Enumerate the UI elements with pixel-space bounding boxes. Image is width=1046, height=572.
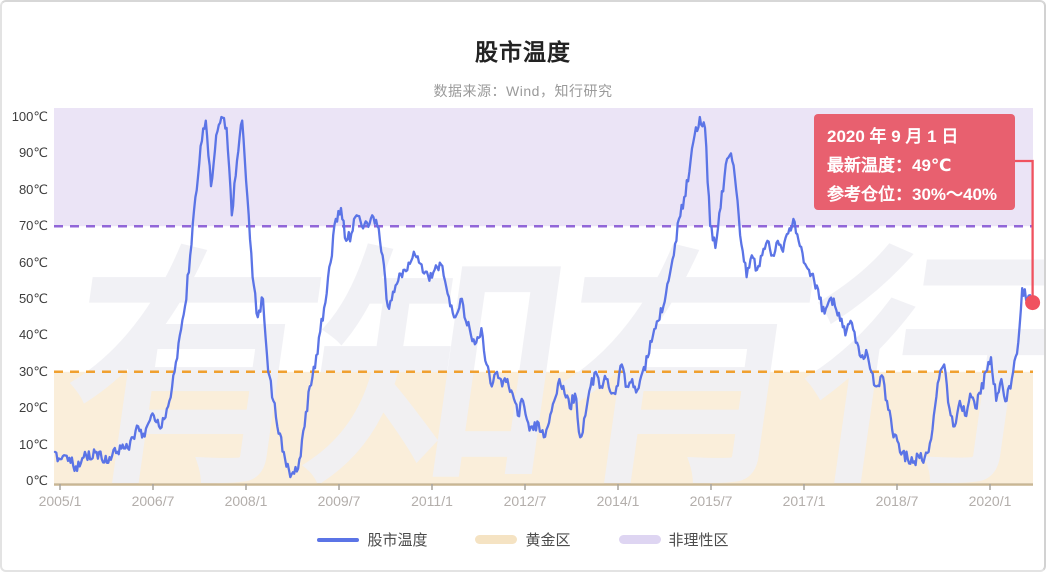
golden-zone-band xyxy=(54,371,1033,483)
legend: 股市温度 黄金区 非理性区 xyxy=(2,529,1044,550)
y-axis-label: 60℃ xyxy=(18,254,48,270)
legend-item-irrational-zone[interactable]: 非理性区 xyxy=(618,529,729,550)
temperature-line xyxy=(53,115,1034,479)
y-axis-label: 70℃ xyxy=(18,218,48,234)
y-axis-label: 10℃ xyxy=(18,436,48,452)
legend-label: 股市温度 xyxy=(367,532,428,549)
x-axis-label: 2014/1 xyxy=(596,493,640,509)
x-axis-label: 2020/1 xyxy=(968,493,1012,509)
tooltip-temperature: 最新温度：49℃ xyxy=(827,156,952,175)
legend-marker-irrational-zone xyxy=(618,535,661,544)
x-axis-label: 2018/7 xyxy=(875,493,919,509)
legend-item-golden-zone[interactable]: 黄金区 xyxy=(475,529,571,550)
legend-item-market-temperature[interactable]: 股市温度 xyxy=(317,529,427,550)
x-axis-label: 2011/1 xyxy=(411,493,453,509)
x-axis-label: 2012/7 xyxy=(503,493,547,509)
annotation-connector-line xyxy=(1013,159,1034,297)
y-axis-label: 40℃ xyxy=(18,327,48,343)
legend-marker-golden-zone xyxy=(475,535,518,544)
chart-subtitle: 数据来源：Wind，知行研究 xyxy=(433,83,613,99)
y-axis-label: 30℃ xyxy=(18,363,48,379)
x-axis-label: 2008/1 xyxy=(224,493,268,509)
legend-marker-market-temperature xyxy=(317,537,360,542)
tooltip-date: 2020 年 9 月 1 日 xyxy=(827,127,959,146)
x-axis-label: 2015/7 xyxy=(689,493,733,509)
y-axis-label: 50℃ xyxy=(18,291,48,306)
last-point-marker xyxy=(1025,295,1041,311)
x-axis-label: 2017/1 xyxy=(782,493,826,509)
y-axis-label: 0℃ xyxy=(26,473,48,488)
legend-label: 非理性区 xyxy=(668,532,729,549)
y-axis-label: 90℃ xyxy=(18,145,48,161)
tooltip-position: 参考仓位：30%～40% xyxy=(827,185,998,204)
y-axis-label: 80℃ xyxy=(18,181,48,197)
x-axis-label: 2005/1 xyxy=(38,493,82,509)
y-axis-label: 20℃ xyxy=(18,400,48,416)
x-axis-label: 2009/7 xyxy=(317,493,361,509)
chart-title: 股市温度 xyxy=(475,39,571,65)
y-axis-label: 100℃ xyxy=(11,109,48,124)
watermark: 有知有行 xyxy=(47,232,1046,514)
x-axis-label: 2006/7 xyxy=(131,493,175,509)
tooltip-annotation: 2020 年 9 月 1 日 最新温度：49℃ 参考仓位：30%～40% xyxy=(814,114,1015,210)
legend-label: 黄金区 xyxy=(525,532,571,549)
